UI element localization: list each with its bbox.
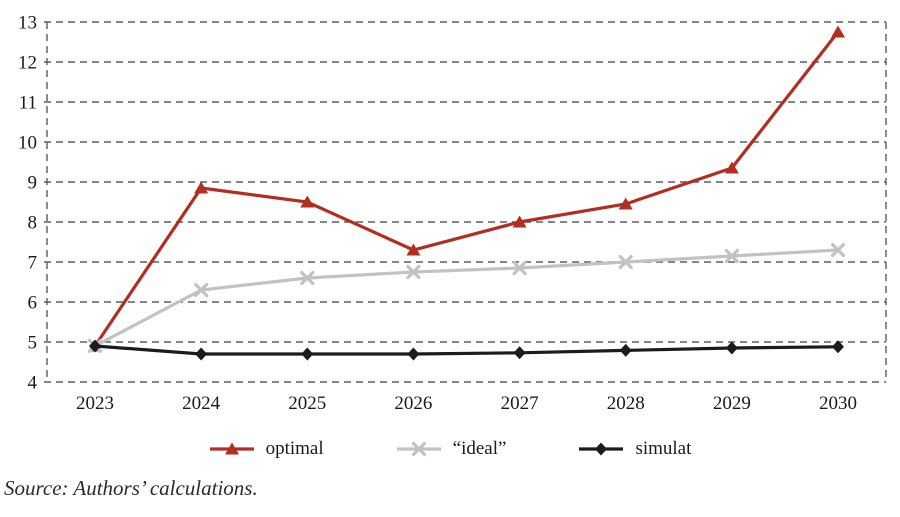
legend-item: “ideal” [396,438,507,460]
x-marker [724,248,739,264]
triangle-marker [724,161,739,174]
y-axis-tick-label: 7 [28,253,38,274]
diamond-marker [619,343,632,357]
legend-label: simulat [635,438,692,459]
diamond-marker [407,347,420,361]
triangle-marker [406,243,421,256]
x-axis-tick-label: 2028 [607,393,645,414]
source-note: Source: Authors’ calculations. [4,476,258,500]
x-axis-tick-label: 2029 [713,393,751,414]
triangle-marker [831,25,845,38]
x-axis-tick-label: 2023 [76,393,114,414]
series-line-x [94,248,839,348]
legend-item: simulat [578,438,691,460]
legend-item: optimal [209,438,324,460]
x-axis-tick-label: 2030 [819,393,857,414]
chart-legend: optimal “ideal” simulat [0,438,900,460]
y-axis-tick-label: 12 [18,53,37,74]
y-axis-tick-label: 9 [28,173,38,194]
triangle-marker [224,442,239,455]
y-axis-tick-label: 5 [28,333,38,354]
y-axis-tick-label: 8 [28,213,38,234]
legend-label: “ideal” [452,438,507,459]
diamond-marker [595,442,608,456]
diamond-marker [513,346,526,360]
x-marker [300,270,315,286]
x-marker [411,441,426,457]
x-marker [830,242,846,258]
diamond-marker [832,340,844,354]
triangle-marker [194,181,209,194]
triangle-marker [512,215,527,228]
triangle-marker [300,195,315,208]
x-marker [194,282,209,298]
y-axis-tick-label: 11 [19,93,37,114]
x-axis-tick-label: 2025 [288,393,326,414]
x-marker [618,254,633,270]
x-marker [512,260,527,276]
line-chart-canvas: 4 5 6 7 8 9 10 11 12 13 2023 2024 2025 2026 2027 2028 20… [18,13,887,414]
diamond-marker [89,339,101,353]
y-axis-tick-label: 10 [18,133,37,154]
triangle-marker [618,197,633,210]
y-axis-tick-label: 6 [28,293,38,314]
x-axis-tick-label: 2027 [501,393,539,414]
legend-marker-x-icon [396,441,441,457]
series-line-triangle [93,31,840,347]
diamond-marker [195,347,208,361]
legend-marker-triangle-icon [209,442,254,455]
diamond-marker [725,341,738,355]
y-axis-tick-label: 4 [28,373,38,394]
diamond-marker [301,347,314,361]
x-axis-tick-label: 2026 [394,393,432,414]
x-axis-tick-label: 2024 [182,393,221,414]
series-line-diamond [94,344,839,356]
legend-label: optimal [265,438,324,459]
x-marker [406,264,421,280]
y-axis-tick-label: 13 [18,13,37,34]
legend-marker-diamond-icon [579,442,624,456]
